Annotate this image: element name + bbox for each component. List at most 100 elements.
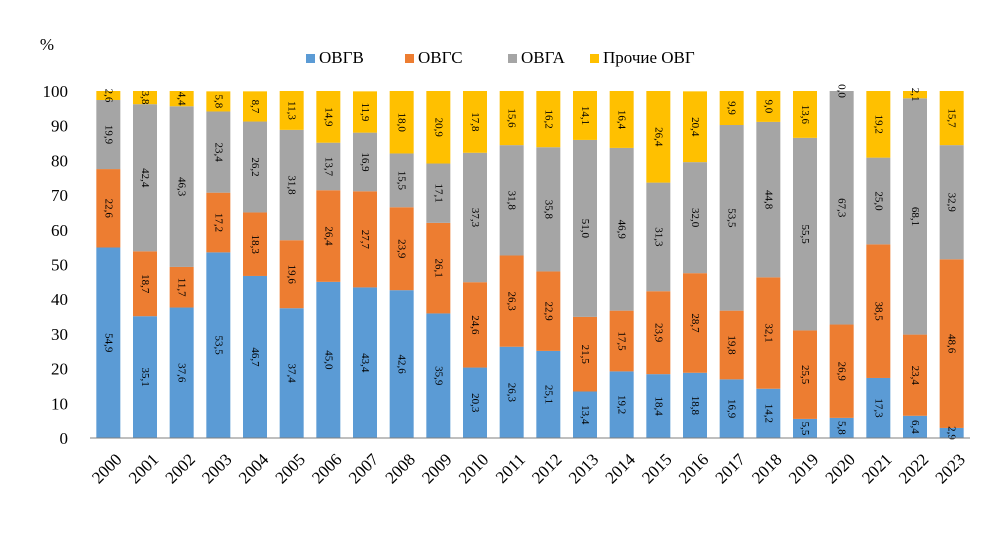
bar-segment	[279, 240, 304, 309]
bar-segment	[536, 350, 561, 438]
bar-segment	[426, 313, 451, 438]
bar-segment	[903, 91, 927, 99]
bar-segment	[573, 391, 597, 438]
data-label: 18,7	[139, 274, 151, 294]
data-label: 23,9	[652, 323, 664, 343]
data-labels: 54,9 22,6 19,9 2,6 35,1 18,7 42,4 3,8 37,6 11,7 46…	[102, 84, 957, 440]
data-label: 17,5	[616, 331, 628, 351]
bar-segment	[133, 251, 157, 317]
legend-label: ОВГА	[521, 48, 566, 67]
y-tick-label: 20	[51, 360, 68, 379]
bar-segment	[683, 372, 707, 438]
y-tick-label: 0	[60, 429, 69, 448]
x-tick-label: 2018	[748, 450, 785, 487]
data-label: 37,6	[176, 363, 188, 383]
bar-segment	[353, 287, 377, 438]
bar-segment	[793, 418, 817, 438]
bar-segment	[463, 91, 487, 153]
bar-segment	[829, 91, 854, 325]
bar-segment	[243, 121, 267, 213]
legend: ОВГВ ОВГС ОВГА Прочие ОВГ	[306, 48, 695, 67]
legend-swatch	[590, 54, 599, 63]
data-label: 46,9	[616, 220, 628, 240]
bar-segment	[169, 91, 194, 107]
bar-segment	[389, 207, 414, 291]
y-tick-label: 10	[51, 394, 68, 413]
data-label: 42,6	[396, 354, 408, 374]
data-label: 68,1	[909, 207, 921, 226]
bar-segment	[133, 104, 157, 252]
bar-segment	[499, 255, 524, 347]
bar-segment	[719, 379, 744, 438]
data-label: 18,0	[396, 113, 408, 133]
bar-segment	[829, 324, 854, 418]
x-tick-label: 2007	[345, 450, 383, 488]
bar-segment	[389, 153, 414, 208]
x-tick-label: 2015	[638, 450, 675, 487]
data-label: 17,1	[432, 184, 444, 203]
x-tick-label: 2023	[932, 450, 969, 487]
data-label: 17,8	[469, 112, 481, 132]
bar-segment	[756, 121, 781, 278]
y-tick-label: 50	[51, 256, 68, 275]
data-label: 14,2	[762, 404, 774, 423]
x-tick-label: 2022	[895, 450, 932, 487]
x-tick-label: 2011	[492, 450, 529, 487]
data-label: 23,9	[396, 239, 408, 259]
x-tick-label: 2017	[712, 450, 750, 488]
data-label: 25,0	[872, 191, 884, 211]
data-label: 11,9	[359, 103, 371, 122]
bar-segment	[463, 367, 487, 438]
legend-swatch	[405, 54, 414, 63]
data-label: 32,1	[762, 323, 774, 342]
bar-segment	[573, 91, 597, 140]
data-label: 27,7	[359, 230, 371, 250]
data-label: 19,9	[102, 125, 114, 145]
data-label: 42,4	[139, 168, 151, 188]
bar-segment	[536, 147, 561, 272]
bar-segment	[206, 192, 231, 253]
bar-segment	[939, 259, 964, 428]
data-label: 2,9	[946, 426, 958, 440]
legend-label: ОВГВ	[319, 48, 364, 67]
bar-segment	[609, 91, 634, 148]
data-label: 19,8	[726, 335, 738, 355]
data-label: 67,3	[836, 198, 848, 218]
bar-segment	[316, 281, 341, 438]
bar-segment	[646, 374, 671, 438]
bar-segment	[426, 222, 451, 314]
bar-segment	[609, 371, 634, 438]
bar-segment	[939, 91, 964, 146]
bar-segment	[903, 415, 927, 438]
y-axis-label: %	[40, 35, 54, 54]
bar-segment	[353, 191, 377, 288]
data-label: 16,2	[542, 109, 554, 128]
data-label: 31,8	[286, 175, 298, 195]
data-label: 20,4	[689, 117, 701, 137]
bar-segment	[756, 91, 781, 122]
data-label: 26,4	[652, 127, 664, 147]
data-label: 31,8	[506, 191, 518, 211]
bar-segment	[133, 316, 157, 438]
bar-segment	[536, 91, 561, 148]
data-label: 19,6	[286, 265, 298, 285]
x-axis: 2000 2001 2002 2003 2004 2005 2006 2007 2008 2009…	[88, 450, 969, 488]
bar-segment	[793, 91, 817, 138]
bar-segment	[389, 91, 414, 154]
data-label: 46,3	[176, 177, 188, 197]
legend-label: Прочие ОВГ	[603, 48, 695, 67]
data-label: 14,9	[322, 107, 334, 127]
data-label: 14,1	[579, 106, 591, 125]
x-tick-label: 2009	[418, 450, 455, 487]
data-label: 38,5	[872, 302, 884, 322]
data-label: 16,9	[726, 399, 738, 419]
y-axis: 0 10 20 30 40 50 60 70 80 90 100	[43, 82, 69, 448]
y-tick-label: 40	[51, 290, 68, 309]
y-tick-label: 80	[51, 151, 68, 170]
bar-segment	[646, 91, 671, 183]
bar-segment	[353, 132, 377, 192]
x-tick-label: 2002	[162, 450, 199, 487]
data-label: 13,6	[799, 105, 811, 125]
data-label: 15,6	[506, 108, 518, 128]
bar-segment	[426, 91, 451, 164]
